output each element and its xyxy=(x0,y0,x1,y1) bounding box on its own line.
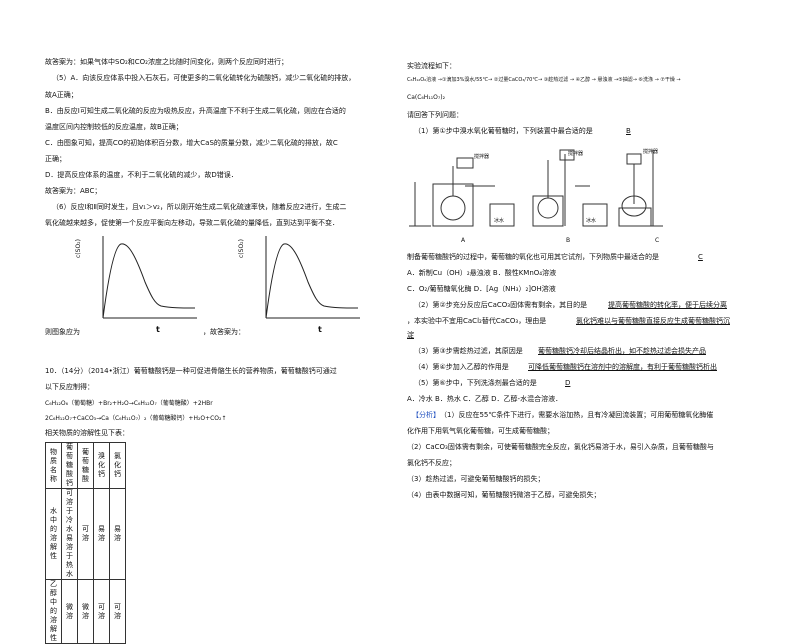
text-line: A．新制Cu（OH）₂悬浊液 B．酸性KMnO₄溶液 xyxy=(407,269,557,277)
text-line: 制备葡萄糖酸钙的过程中，葡萄糖的氧化也可用其它试剂，下列物质中最适合的是 xyxy=(407,253,659,261)
text-line: 故答案为：如果气体中SO₂和CO₂浓度之比随时间变化，则两个反应同时进行； xyxy=(45,58,288,66)
text-line: （3）第③步需趁热过滤，其原因是 xyxy=(414,347,523,355)
graph-2-ylabel: c(SO₂) xyxy=(238,239,245,258)
text-line: （2）第②步充分反应后CaCO₃固体需有剩余，其目的是 xyxy=(414,301,588,309)
answer: D xyxy=(565,379,571,387)
text-line: D．提高反应体系的温度，不利于二氧化硫的减少，故D错误． xyxy=(45,171,238,179)
table-cell: 氯化钙 xyxy=(109,442,126,489)
graph-2-xlabel: t xyxy=(318,325,322,334)
text-line: 正确； xyxy=(45,155,66,163)
label-stirrer: 搅拌器 xyxy=(474,154,490,160)
answer: 淀 xyxy=(407,331,414,339)
label-ice-water: 冰水 xyxy=(494,218,505,224)
answer: 葡萄糖酸钙冷却后结晶析出，如不趁热过滤会损失产品 xyxy=(538,347,706,355)
text-line: C．O₂/葡萄糖氧化酶 D．[Ag（NH₃）₂]OH溶液 xyxy=(407,285,556,293)
graph-1-xlabel: t xyxy=(156,325,160,334)
table-cell: 乙醇中的溶解性 xyxy=(45,579,62,644)
text-line: （5）A．向该反应体系中投入石灰石，可使更多的二氧化硫转化为硫酸钙，减少二氧化硫… xyxy=(52,74,356,82)
table-cell: 可溶 xyxy=(93,579,110,644)
label-apparatus-c: C xyxy=(655,237,660,244)
text-line: 氯化钙不反应； xyxy=(407,459,456,467)
table-header-row: 物质名称 葡萄糖酸钙 葡萄糖酸 溴化钙 氯化钙 xyxy=(45,442,126,489)
text-line: 温度区间内控制较低的反应温度，故B正确； xyxy=(45,123,183,131)
text-line: （4）由表中数据可知，葡萄糖酸钙微溶于乙醇，可避免损失； xyxy=(407,491,601,499)
text-line: 以下反应制得： xyxy=(45,383,94,391)
text-line: 氧化硫越来越多，促使第一个反应平衡向左移动，导致二氧化硫的量降低，直到达到平衡不… xyxy=(45,219,339,227)
so2-graph-1 xyxy=(102,236,197,319)
text-line: （6）反应Ⅰ和Ⅱ同时发生，且v₁＞v₂，所以刚开始生成二氧化硫速率快，随着反应2… xyxy=(52,203,347,211)
text-line: 实验流程如下： xyxy=(407,62,456,70)
label-stirrer: 搅拌器 xyxy=(643,149,659,155)
text-line: （5）第⑥步中，下列洗涤剂最合适的是 xyxy=(414,379,537,387)
text-line: （4）第④步加入乙醇的作用是 xyxy=(414,363,509,371)
label-stirrer: 搅拌器 xyxy=(568,151,584,157)
answer: C xyxy=(698,253,703,261)
table-cell: 物质名称 xyxy=(45,442,62,489)
answer: 提高葡萄糖酸的转化率，便于后续分离 xyxy=(608,301,727,309)
answer: 氯化钙难以与葡萄糖酸直接反应生成葡萄糖酸钙沉 xyxy=(576,317,730,325)
text-line: 故A正确； xyxy=(45,91,78,99)
table-cell: 葡萄糖酸钙 xyxy=(61,442,78,489)
graph-1-ylabel: c(SO₂) xyxy=(75,239,82,258)
text-line: 故答案为：ABC； xyxy=(45,187,102,195)
table-cell: 葡萄糖酸 xyxy=(77,442,94,489)
text-line: （1）第①步中溴水氧化葡萄糖时，下列装置中最合适的是 xyxy=(414,127,593,135)
flow-chart: C₆H₁₂O₆溶液 →①滴加3%溴水/55℃→ ②过量CaCO₃/70℃→ ③趁… xyxy=(407,77,681,83)
label-apparatus-b: B xyxy=(566,237,571,244)
equation-2: 2C₆H₁₂O₇+CaCO₃→Ca（C₆H₁₁O₇）₂（葡萄糖酸钙）+H₂O+C… xyxy=(45,415,227,422)
table-row: 水中的溶解性 可溶于冷水 易溶于热水 可溶 易溶 易溶 xyxy=(45,488,126,580)
table-cell: 可溶 xyxy=(109,579,126,644)
apparatus-figure xyxy=(409,149,663,227)
text-line: ，故答案为： xyxy=(203,328,245,336)
table-row: 乙醇中的溶解性 微溶 微溶 可溶 可溶 xyxy=(45,579,126,644)
answer: 可降低葡萄糖酸钙在溶剂中的溶解度，有利于葡萄糖酸钙析出 xyxy=(528,363,717,371)
analysis-label: 【分析】 xyxy=(412,411,440,419)
answer: B xyxy=(626,127,631,135)
text-line: （1）反应在55℃条件下进行，需要水浴加热，且有冷凝回流装置；可用葡萄糖氧化酶催 xyxy=(440,411,714,419)
so2-graph-2 xyxy=(265,236,360,319)
text-line: （3）趁热过滤，可避免葡萄糖酸钙的损失； xyxy=(407,475,545,483)
text-line: 10．（14分）（2014•浙江）葡萄糖酸钙是一种可促进骨骼生长的营养物质，葡萄… xyxy=(45,367,337,375)
solubility-table: 物质名称 葡萄糖酸钙 葡萄糖酸 溴化钙 氯化钙 水中的溶解性 可溶于冷水 易溶于… xyxy=(45,442,126,644)
text-line: B．由反应Ⅰ可知生成二氧化硫的反应为吸热反应，升高温度下不利于生成二氧化硫，则应… xyxy=(45,107,346,115)
equation-1: C₆H₁₂O₆（葡萄糖）+Br₂+H₂O→C₆H₁₂O₇（葡萄糖酸）+2HBr xyxy=(45,400,213,407)
text-line: ，本实验中不宜用CaCl₂替代CaCO₃，理由是 xyxy=(407,317,547,325)
text-line: 相关物质的溶解性见下表： xyxy=(45,429,129,437)
text-line: 化作用下用氧气氧化葡萄糖，可生成葡萄糖酸； xyxy=(407,427,554,435)
flow-product: Ca(C₆H₁₁O₇)₂ xyxy=(407,94,445,101)
text-line: A．冷水 B．热水 C．乙醇 D．乙醇-水混合溶液． xyxy=(407,395,563,403)
label-ice-water: 冰水 xyxy=(586,218,597,224)
table-cell: 微溶 xyxy=(77,579,94,644)
table-cell: 溴化钙 xyxy=(93,442,110,489)
text-line: 请回答下列问题： xyxy=(407,111,463,119)
table-cell: 微溶 xyxy=(61,579,78,644)
text-line: 则图象应为 xyxy=(45,328,80,336)
table-cell: 水中的溶解性 xyxy=(45,488,62,580)
text-line: C．由图象可知，提高CO的初始体积百分数，增大CaS的质量分数，减少二氧化硫的排… xyxy=(45,139,338,147)
label-apparatus-a: A xyxy=(461,237,466,244)
text-line: （2）CaCO₃固体需有剩余，可使葡萄糖酸完全反应，氯化钙易溶于水，易引入杂质，… xyxy=(407,443,714,451)
